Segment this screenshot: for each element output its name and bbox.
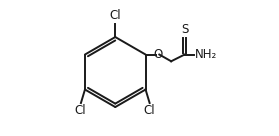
Text: O: O <box>153 48 162 61</box>
Text: NH₂: NH₂ <box>195 48 217 61</box>
Text: Cl: Cl <box>109 9 121 22</box>
Text: S: S <box>181 23 188 36</box>
Text: Cl: Cl <box>74 104 86 117</box>
Text: Cl: Cl <box>144 104 155 117</box>
